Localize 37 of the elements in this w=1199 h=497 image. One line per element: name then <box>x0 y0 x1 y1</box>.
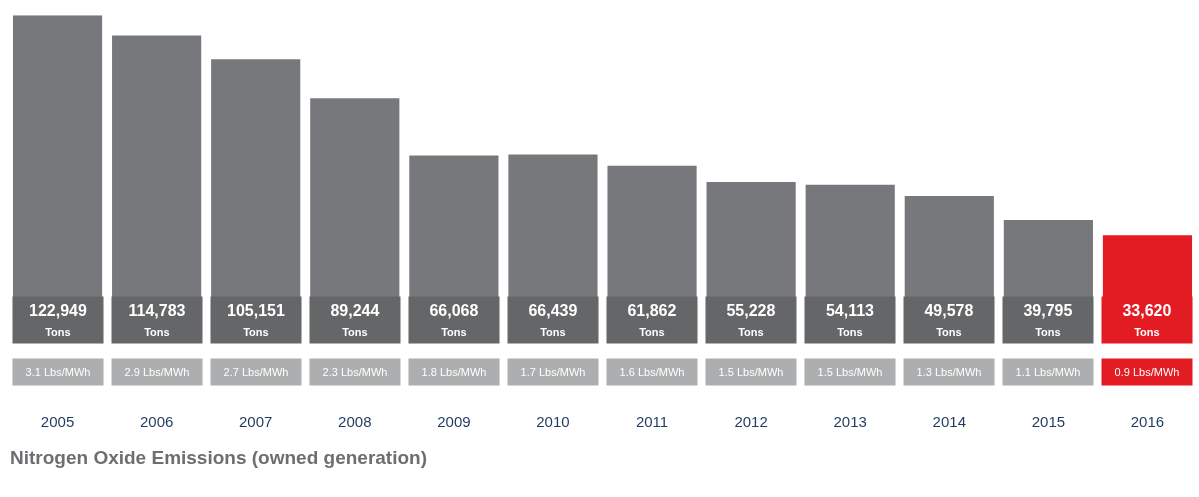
text: 3.1 Lbs/MWh <box>25 366 91 378</box>
x-tick-label: 2016 <box>1130 413 1165 431</box>
x-tick-label: 2005 <box>40 413 75 431</box>
data-label: 49,578 Tons <box>924 301 974 339</box>
x-tick-label: 2013 <box>833 413 867 431</box>
text: 2.9 Lbs/MWh <box>124 366 190 378</box>
data-label: 33,620 Tons <box>1122 301 1172 339</box>
text: Nitrogen Oxide Emissions (owned generation) <box>10 447 427 468</box>
text: 2.7 Lbs/MWh <box>223 366 289 378</box>
data-label: 39,795 Tons <box>1023 301 1073 339</box>
data-label: 66,439 Tons <box>528 301 578 339</box>
data-label: 122,949 Tons <box>29 301 87 339</box>
x-tick-label: 2012 <box>734 413 768 431</box>
text: 1.6 Lbs/MWh <box>619 366 685 378</box>
text: 1.8 Lbs/MWh <box>421 366 487 378</box>
x-tick-label: 2014 <box>932 413 966 431</box>
x-tick-label: 2015 <box>1031 413 1066 431</box>
data-label: 55,228 Tons <box>726 301 776 339</box>
x-tick-label: 2011 <box>635 413 669 431</box>
text: 0.9 Lbs/MWh <box>1114 366 1180 378</box>
data-label: 89,244 Tons <box>330 301 380 339</box>
text: 1.5 Lbs/MWh <box>718 366 784 378</box>
text: 1.7 Lbs/MWh <box>520 366 586 378</box>
data-label: 61,862 Tons <box>627 301 677 339</box>
data-label: 54,113 Tons <box>825 301 875 339</box>
x-tick-label: 2006 <box>139 413 174 431</box>
x-tick-label: 2010 <box>536 413 570 431</box>
data-label: 66,068 Tons <box>429 301 479 339</box>
text: 1.3 Lbs/MWh <box>916 366 982 378</box>
data-label: 105,151 Tons <box>227 301 285 339</box>
data-label: 114,783 Tons <box>128 301 186 339</box>
text: 1.1 Lbs/MWh <box>1015 366 1081 378</box>
text: 1.5 Lbs/MWh <box>817 366 883 378</box>
x-tick-label: 2009 <box>437 413 471 431</box>
x-tick-label: 2007 <box>239 413 273 431</box>
x-tick-label: 2008 <box>338 413 372 431</box>
text: 2.3 Lbs/MWh <box>322 366 388 378</box>
